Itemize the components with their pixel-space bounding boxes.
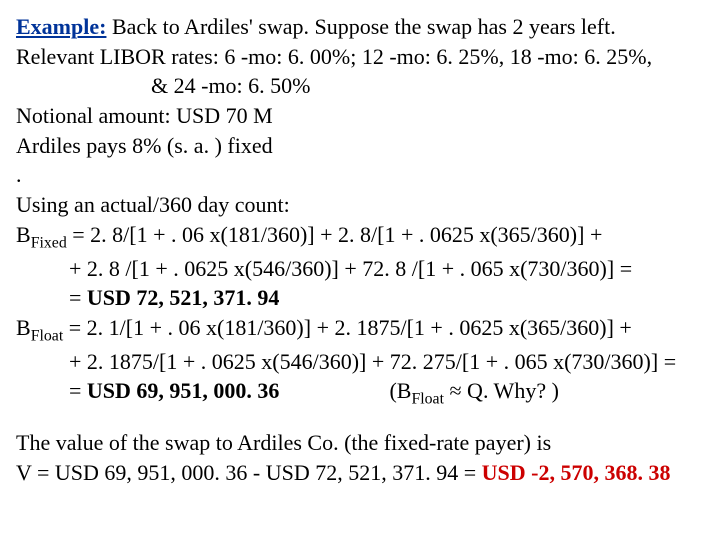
line-10-eq: = <box>69 285 87 310</box>
b-float-subscript-2: Float <box>411 391 444 408</box>
line-13-eq: = <box>69 378 87 403</box>
line-10: = USD 72, 521, 371. 94 <box>16 283 704 313</box>
bfloat-result: USD 69, 951, 000. 36 <box>87 378 280 403</box>
line-12: + 2. 1875/[1 + . 0625 x(546/360)] + 72. … <box>16 347 704 377</box>
swap-value-result: USD -2, 570, 368. 38 <box>482 460 671 485</box>
line-11-rest: = 2. 1/[1 + . 06 x(181/360)] + 2. 1875/[… <box>63 315 632 340</box>
line-5: Ardiles pays 8% (s. a. ) fixed <box>16 131 704 161</box>
blank-gap <box>16 410 704 428</box>
line-13: = USD 69, 951, 000. 36 (BFloat ≈ Q. Why?… <box>16 376 704 410</box>
line-1: Example: Back to Ardiles' swap. Suppose … <box>16 12 704 42</box>
line-15: V = USD 69, 951, 000. 36 - USD 72, 521, … <box>16 458 704 488</box>
b-fixed-subscript: Fixed <box>31 234 67 251</box>
line-3: & 24 -mo: 6. 50% <box>16 71 704 101</box>
bfixed-result: USD 72, 521, 371. 94 <box>87 285 280 310</box>
line-7: Using an actual/360 day count: <box>16 190 704 220</box>
line-15-lhs: V = USD 69, 951, 000. 36 - USD 72, 521, … <box>16 460 482 485</box>
line-8-rest: = 2. 8/[1 + . 06 x(181/360)] + 2. 8/[1 +… <box>67 222 603 247</box>
line-13-gap: (B <box>279 378 411 403</box>
line-1-rest: Back to Ardiles' swap. Suppose the swap … <box>106 14 615 39</box>
line-8: BFixed = 2. 8/[1 + . 06 x(181/360)] + 2.… <box>16 220 704 254</box>
line-2: Relevant LIBOR rates: 6 -mo: 6. 00%; 12 … <box>16 42 704 72</box>
line-4: Notional amount: USD 70 M <box>16 101 704 131</box>
line-6: . <box>16 160 704 190</box>
example-label: Example: <box>16 14 106 39</box>
line-11: BFloat = 2. 1/[1 + . 06 x(181/360)] + 2.… <box>16 313 704 347</box>
line-14: The value of the swap to Ardiles Co. (th… <box>16 428 704 458</box>
line-13-q: ≈ Q. Why? ) <box>444 378 559 403</box>
line-9: + 2. 8 /[1 + . 0625 x(546/360)] + 72. 8 … <box>16 254 704 284</box>
b-float-subscript: Float <box>31 327 64 344</box>
